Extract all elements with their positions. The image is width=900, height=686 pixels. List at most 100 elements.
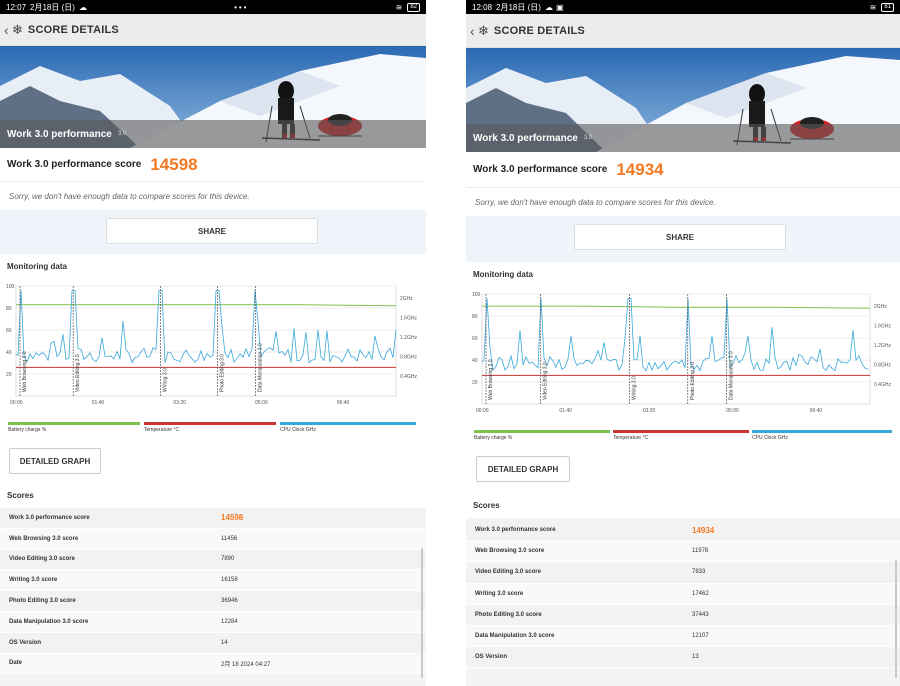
score-card: Work 3.0 performance score 14598: [0, 148, 426, 182]
score-row: OS Version 14: [0, 632, 426, 654]
status-bar: 12:08 2月18日 (日) ☁ ▣ ≋ 81: [466, 0, 900, 14]
score-label: Work 3.0 performance score: [7, 159, 142, 170]
score-row-value: 13: [692, 654, 699, 661]
x-tick-label: 05:00: [726, 408, 739, 414]
status-time: 12:07: [6, 2, 27, 12]
score-row-value: 7890: [221, 556, 235, 563]
page-title: SCORE DETAILS: [27, 23, 119, 36]
wifi-icon: ≋: [869, 2, 877, 12]
y-right-tick-label: 1.2GHz: [400, 335, 417, 341]
y-right-tick-label: 1.2GHz: [874, 343, 891, 349]
score-row: Web Browsing 3.0 score 11456: [0, 528, 426, 550]
score-row-label: Data Manipulation 3.0 score: [9, 618, 89, 625]
cpu-clock-line: [481, 298, 869, 372]
legend-battery-swatch: [8, 422, 140, 425]
y-right-tick-label: 0.4GHz: [400, 374, 417, 380]
share-section: SHARE: [466, 216, 900, 262]
scrollbar[interactable]: [895, 560, 897, 678]
status-date: 2月18日 (日): [30, 2, 75, 12]
legend-cpu: CPU Clock GHz: [752, 430, 892, 441]
score-row-value: 17462: [692, 590, 709, 597]
snowflake-icon: ❄: [478, 22, 489, 38]
scores-title: Scores: [7, 490, 34, 500]
y-right-tick-label: 1.6GHz: [400, 316, 417, 322]
section-marker-label: Video Editing 3.0: [75, 354, 81, 392]
section-marker-label: Writing 3.0: [163, 368, 169, 392]
score-row-label: Web Browsing 3.0 score: [9, 535, 79, 542]
legend-cpu-label: CPU Clock GHz: [752, 435, 788, 441]
hero-image: Work 3.0 performance 3.0: [0, 46, 426, 148]
wifi-icon: ≋: [395, 2, 403, 12]
x-tick-label: 00:00: [10, 400, 23, 406]
compare-message: Sorry, we don't have enough data to comp…: [466, 188, 900, 216]
section-marker-label: Video Editing 3.0: [542, 362, 548, 400]
share-button[interactable]: SHARE: [574, 224, 786, 250]
battery-line: [16, 304, 397, 307]
detailed-graph-button[interactable]: DETAILED GRAPH: [9, 448, 101, 474]
score-row-label: OS Version: [9, 639, 42, 646]
scrollbar[interactable]: [421, 548, 423, 678]
monitoring-title: Monitoring data: [473, 269, 533, 279]
cloud-icon: ☁: [78, 2, 87, 12]
y-right-tick-label: 2GHz: [874, 304, 887, 310]
legend-temperature: Temperature °C: [613, 430, 749, 441]
compare-message: Sorry, we don't have enough data to comp…: [0, 182, 426, 210]
y-tick-label: 40: [472, 358, 478, 364]
cloud-icon: ☁: [544, 2, 553, 12]
score-row-label: Work 3.0 performance score: [475, 527, 556, 534]
status-time: 12:08: [472, 2, 493, 12]
x-tick-label: 01:40: [559, 408, 572, 414]
status-dots: •••: [234, 2, 249, 12]
score-row-label: Work 3.0 performance score: [9, 514, 90, 521]
cpu-clock-line: [15, 290, 397, 364]
battery-icon: 81: [881, 2, 894, 12]
section-marker-label: Web Browsing 3.0: [22, 351, 28, 392]
legend-temperature-label: Temperature °C: [144, 427, 180, 433]
x-tick-label: 05:00: [255, 400, 268, 406]
scores-table: Work 3.0 performance score 14934 Web Brows…: [466, 520, 900, 669]
score-row: Photo Editing 3.0 score 36946: [0, 591, 426, 612]
score-row-value: 36946: [221, 598, 238, 605]
x-tick-label: 03:20: [173, 400, 186, 406]
section-marker-label: Photo Editing 3.0: [690, 362, 696, 400]
section-marker-label: Data Manipulation 3.0: [258, 343, 264, 392]
score-row-label: Data Manipulation 3.0 score: [475, 633, 555, 640]
score-row-value: 37443: [692, 611, 709, 618]
legend-battery: Battery charge %: [8, 422, 140, 433]
back-icon[interactable]: ‹: [470, 22, 475, 39]
score-row: Work 3.0 performance score 14934: [466, 520, 900, 542]
screenshot-left: 12:07 2月18日 (日) ☁ ••• ≋ 82 ‹ ❄ SCORE DET…: [0, 0, 426, 686]
share-button[interactable]: SHARE: [106, 218, 318, 244]
score-row-value: 11978: [692, 548, 709, 555]
score-row: Writing 3.0 score 17462: [466, 583, 900, 605]
score-row-value: 14934: [692, 525, 715, 535]
x-tick-label: 06:40: [337, 400, 350, 406]
score-row-value: 7833: [692, 569, 706, 576]
score-row: OS Version 13: [466, 647, 900, 669]
legend-cpu-swatch: [752, 430, 892, 433]
score-row-label: Video Editing 3.0 score: [9, 556, 75, 563]
y-right-tick-label: 0.8GHz: [400, 355, 417, 361]
score-row-value: 2月 18 2024 04:27: [221, 661, 271, 668]
hero-version: 3.0: [583, 135, 593, 141]
back-icon[interactable]: ‹: [4, 21, 9, 38]
score-row-value: 14598: [221, 513, 244, 523]
scores-table: Work 3.0 performance score 14598 Web Brows…: [0, 508, 426, 675]
score-row: Video Editing 3.0 score 7833: [466, 562, 900, 584]
y-tick-label: 100: [6, 284, 15, 290]
battery-line: [482, 305, 871, 309]
plot-area: [481, 293, 871, 405]
y-tick-label: 100: [472, 292, 481, 298]
x-tick-label: 01:40: [92, 400, 105, 406]
legend-cpu: CPU Clock GHz: [280, 422, 416, 433]
score-row: Work 3.0 performance score 14598: [0, 508, 426, 529]
legend-battery-label: Battery charge %: [474, 435, 513, 441]
detailed-graph-button[interactable]: DETAILED GRAPH: [476, 456, 570, 482]
section-marker-label: Data Manipulation 3.0: [729, 351, 735, 400]
score-row-value: 16158: [221, 577, 238, 584]
y-tick-label: 40: [6, 350, 12, 356]
monitoring-chart-svg: 100 80 60 40 20 2GHz 1.6GHz 1.2GHz 0.8GHz 0.4GHz 0…: [6, 284, 417, 406]
score-row-label: OS Version: [475, 654, 508, 661]
hero-banner: Work 3.0 performance 3.0: [466, 124, 900, 152]
monitoring-section: Monitoring data 100 80 60 40 20 2GHz 1.6GHz 1.2…: [466, 262, 900, 518]
